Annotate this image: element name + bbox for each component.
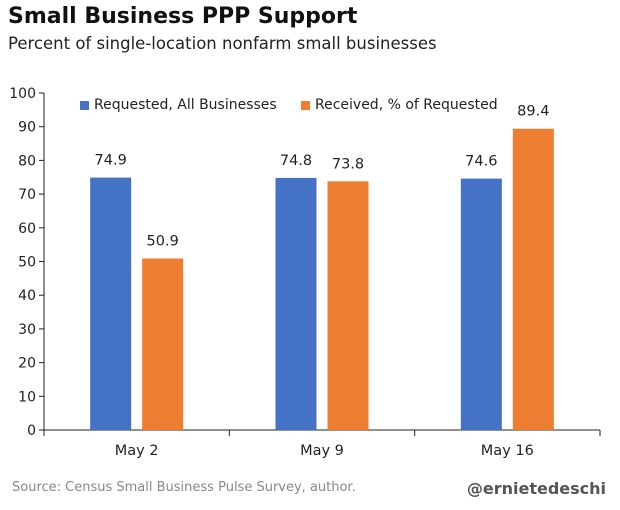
legend-swatch-received (301, 100, 310, 110)
bar (90, 177, 132, 430)
y-tick-label: 90 (18, 120, 36, 136)
data-labels: 74.9 50.9 74.8 73.8 74.6 89.4 (95, 104, 550, 250)
y-tick-label: 10 (18, 389, 36, 405)
data-label: 89.4 (517, 104, 549, 120)
legend-label-received: Received, % of Requested (315, 97, 498, 113)
data-label: 73.8 (332, 156, 364, 172)
legend-item-requested: Requested, All Businesses (80, 97, 277, 113)
y-axis: 0 10 20 30 40 50 60 70 80 90 100 (9, 86, 45, 439)
x-tick-label: May 2 (115, 443, 159, 459)
y-tick-label: 100 (9, 86, 36, 102)
bar (327, 181, 369, 430)
bar (275, 177, 317, 430)
bar (512, 128, 554, 431)
legend-label-requested: Requested, All Businesses (94, 97, 277, 113)
bar (142, 258, 184, 430)
data-label: 50.9 (147, 233, 179, 249)
bar (460, 178, 502, 430)
chart-subtitle: Percent of single-location nonfarm small… (8, 34, 437, 53)
y-tick-label: 40 (18, 288, 36, 304)
x-tick-label: May 16 (481, 443, 534, 459)
source-note: Source: Census Small Business Pulse Surv… (12, 480, 356, 495)
data-label: 74.8 (280, 153, 312, 169)
y-tick-label: 50 (18, 255, 36, 271)
y-tick-label: 80 (18, 153, 36, 169)
legend-item-received: Received, % of Requested (301, 97, 498, 113)
chart-title: Small Business PPP Support (8, 4, 358, 29)
author-handle: @ernietedeschi (466, 479, 606, 498)
y-tick-label: 70 (18, 187, 36, 203)
x-axis: May 2 May 9 May 16 (43, 429, 601, 459)
y-tick-label: 20 (18, 356, 36, 372)
y-tick-label: 60 (18, 221, 36, 237)
y-tick-label: 0 (27, 423, 36, 439)
x-tick-label: May 9 (300, 443, 344, 459)
legend-swatch-requested (80, 100, 89, 110)
y-tick-label: 30 (18, 322, 36, 338)
data-label: 74.6 (465, 154, 497, 170)
data-label: 74.9 (95, 153, 127, 169)
bars (90, 128, 554, 431)
